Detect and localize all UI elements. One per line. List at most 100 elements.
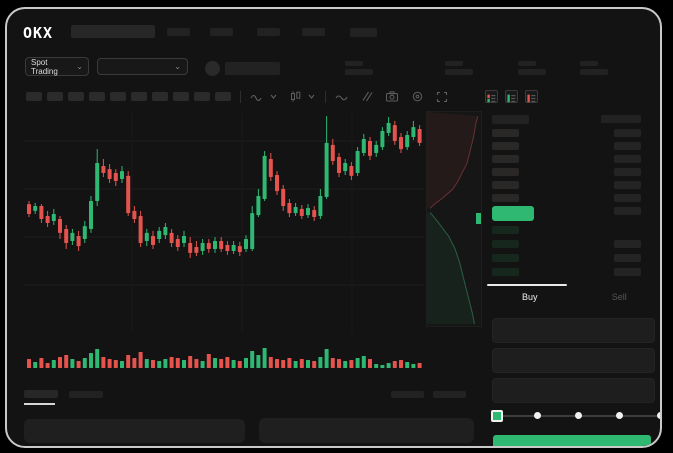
ask-price-placeholder[interactable] xyxy=(492,155,519,163)
market-type-selector[interactable]: Spot Trading ⌄ xyxy=(25,57,89,76)
amount-input-placeholder[interactable] xyxy=(492,348,655,373)
bottom-panel xyxy=(24,389,476,446)
orderbook-panel xyxy=(485,87,660,286)
slider-stop[interactable] xyxy=(616,412,623,419)
timeframe-button[interactable] xyxy=(215,92,231,101)
ask-amount-placeholder xyxy=(614,181,641,189)
book-split-view-icon[interactable] xyxy=(485,90,498,103)
header-search-placeholder[interactable] xyxy=(71,25,155,38)
total-input-placeholder[interactable] xyxy=(492,378,655,403)
ask-amount-placeholder xyxy=(614,129,641,137)
tab-sell[interactable]: Sell xyxy=(611,292,627,302)
timeframe-button[interactable] xyxy=(131,92,147,101)
bid-price-column xyxy=(492,226,519,282)
fullscreen-expand-icon[interactable] xyxy=(436,91,448,103)
compare-slashes-icon[interactable] xyxy=(360,90,373,103)
ask-price-placeholder[interactable] xyxy=(492,142,519,150)
pair-dropdown[interactable]: ⌄ xyxy=(97,58,188,75)
chart-toolbar xyxy=(26,90,448,103)
bid-amount-column xyxy=(614,240,641,282)
ask-amount-column xyxy=(614,129,641,220)
timeframe-button[interactable] xyxy=(173,92,189,101)
ask-price-placeholder[interactable] xyxy=(492,129,519,137)
ask-amount-placeholder xyxy=(614,168,641,176)
coin-avatar xyxy=(205,61,220,76)
amount-slider[interactable] xyxy=(491,410,660,422)
ask-amount-placeholder xyxy=(614,194,641,202)
last-price-highlight[interactable] xyxy=(492,206,534,221)
depth-mid-marker xyxy=(476,213,481,224)
timeframe-button[interactable] xyxy=(26,92,42,101)
ask-price-placeholder[interactable] xyxy=(492,194,519,202)
ask-price-placeholder[interactable] xyxy=(492,168,519,176)
nav-item-placeholder[interactable] xyxy=(210,28,233,36)
ticker-stat xyxy=(580,61,608,75)
tab-buy[interactable]: Buy xyxy=(521,292,538,302)
bid-amount-placeholder xyxy=(614,240,641,248)
timeframe-button[interactable] xyxy=(194,92,210,101)
camera-icon[interactable] xyxy=(385,90,399,103)
ask-price-column xyxy=(492,129,519,207)
timeframe-button[interactable] xyxy=(68,92,84,101)
bid-price-placeholder[interactable] xyxy=(492,268,519,276)
ask-amount-placeholder xyxy=(614,207,641,215)
bottom-tab-active-placeholder[interactable] xyxy=(24,390,58,398)
nav-item-placeholder[interactable] xyxy=(257,28,280,36)
chevron-down-icon[interactable] xyxy=(307,92,316,101)
volume-chart[interactable] xyxy=(24,346,424,368)
market-type-label: Spot Trading xyxy=(31,57,58,76)
orderbook-price-header-placeholder xyxy=(492,115,529,124)
buy-submit-button[interactable] xyxy=(493,435,651,446)
trade-tabs: Buy Sell xyxy=(485,285,660,309)
nav-item-placeholder[interactable] xyxy=(302,28,325,36)
bottom-panel-action-placeholder[interactable] xyxy=(391,391,424,398)
orders-table-placeholder xyxy=(259,418,474,443)
app-window: OKX Spot Trading ⌄ ⌄ xyxy=(5,7,662,448)
settings-gear-icon[interactable] xyxy=(411,90,424,103)
slider-handle-selected[interactable] xyxy=(491,410,503,422)
ticker-stat xyxy=(345,61,373,75)
pair-name-placeholder xyxy=(225,62,280,75)
ask-amount-placeholder xyxy=(614,142,641,150)
ticker-stat xyxy=(518,61,546,75)
ticker-stat xyxy=(445,61,473,75)
toolbar-divider xyxy=(325,90,326,103)
bid-price-placeholder[interactable] xyxy=(492,254,519,262)
bid-amount-placeholder xyxy=(614,268,641,276)
book-bids-only-icon[interactable] xyxy=(505,90,518,103)
okx-logo: OKX xyxy=(23,24,54,42)
timeframe-button[interactable] xyxy=(47,92,63,101)
bid-price-placeholder[interactable] xyxy=(492,226,519,234)
orders-table-placeholder xyxy=(24,419,245,443)
slider-stop[interactable] xyxy=(534,412,541,419)
candle-type-icon[interactable] xyxy=(289,90,302,103)
indicators-wave-icon[interactable] xyxy=(335,91,349,103)
slider-stop[interactable] xyxy=(657,412,660,419)
chevron-down-icon: ⌄ xyxy=(174,61,181,71)
orderbook-amount-header-placeholder xyxy=(601,115,641,123)
panel-divider-handle[interactable] xyxy=(487,284,567,286)
slider-stop[interactable] xyxy=(575,412,582,419)
trade-form-panel: Buy Sell xyxy=(485,285,660,446)
candlestick-chart[interactable] xyxy=(24,113,424,333)
toolbar-divider xyxy=(240,90,241,103)
bid-price-placeholder[interactable] xyxy=(492,240,519,248)
ask-price-placeholder[interactable] xyxy=(492,181,519,189)
timeframe-button[interactable] xyxy=(110,92,126,101)
chevron-down-icon: ⌄ xyxy=(76,61,83,71)
timeframe-button[interactable] xyxy=(152,92,168,101)
price-input-placeholder[interactable] xyxy=(492,318,655,343)
ask-amount-placeholder xyxy=(614,155,641,163)
chevron-down-icon[interactable] xyxy=(269,92,278,101)
nav-item-placeholder[interactable] xyxy=(350,28,377,37)
nav-item-placeholder[interactable] xyxy=(167,28,190,36)
timeframe-button[interactable] xyxy=(89,92,105,101)
bottom-tab-placeholder[interactable] xyxy=(69,391,103,398)
active-tab-underline xyxy=(24,403,55,405)
depth-chart[interactable] xyxy=(426,111,482,327)
orderbook-view-toggles xyxy=(485,90,660,103)
bottom-panel-action-placeholder[interactable] xyxy=(433,391,466,398)
book-asks-only-icon[interactable] xyxy=(525,90,538,103)
line-style-icon[interactable] xyxy=(250,91,264,103)
